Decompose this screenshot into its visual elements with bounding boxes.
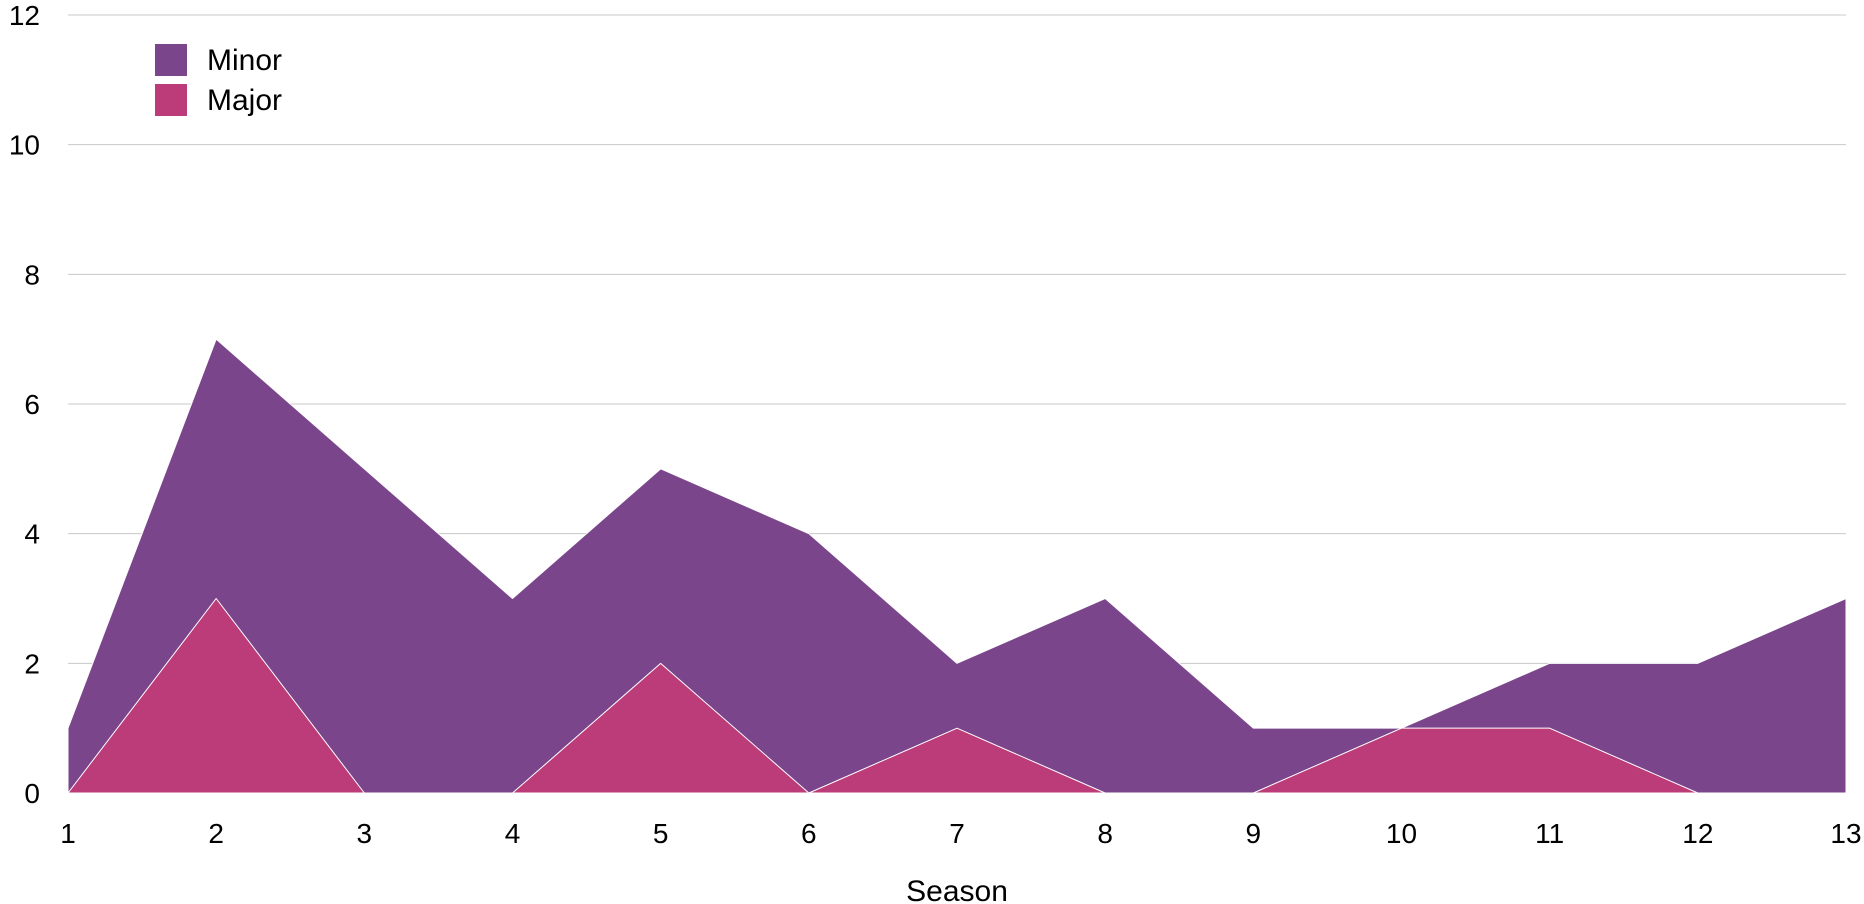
series-areas bbox=[67, 338, 1847, 794]
y-tick-label-0: 0 bbox=[24, 778, 40, 809]
y-tick-label-6: 6 bbox=[24, 389, 40, 420]
y-tick-label-4: 4 bbox=[24, 519, 40, 550]
x-tick-label-2: 2 bbox=[208, 818, 224, 849]
x-axis-ticks: 1 2 3 4 5 6 7 8 9 10 11 12 13 bbox=[60, 818, 1861, 849]
x-tick-label-11: 11 bbox=[1535, 818, 1564, 849]
x-axis-title: Season bbox=[906, 875, 1008, 904]
x-tick-label-12: 12 bbox=[1682, 818, 1713, 849]
legend-swatch-minor bbox=[155, 44, 187, 76]
x-tick-label-1: 1 bbox=[60, 818, 76, 849]
y-tick-label-8: 8 bbox=[24, 259, 40, 290]
y-tick-label-10: 10 bbox=[9, 130, 40, 161]
area-series-minor bbox=[67, 338, 1847, 794]
legend: Minor Major bbox=[155, 44, 282, 117]
x-tick-label-13: 13 bbox=[1830, 818, 1861, 849]
x-tick-label-4: 4 bbox=[505, 818, 521, 849]
x-tick-label-6: 6 bbox=[801, 818, 817, 849]
x-tick-label-10: 10 bbox=[1386, 818, 1417, 849]
y-tick-label-12: 12 bbox=[9, 0, 40, 31]
x-tick-label-9: 9 bbox=[1246, 818, 1262, 849]
x-tick-label-8: 8 bbox=[1097, 818, 1113, 849]
y-axis-ticks: 0 2 4 6 8 10 12 bbox=[9, 0, 40, 809]
legend-label-major: Major bbox=[207, 84, 282, 117]
x-tick-label-5: 5 bbox=[653, 818, 669, 849]
x-tick-label-7: 7 bbox=[949, 818, 965, 849]
legend-label-minor: Minor bbox=[207, 44, 282, 77]
legend-swatch-major bbox=[155, 84, 187, 116]
area-series-major bbox=[67, 598, 1847, 794]
y-tick-label-2: 2 bbox=[24, 648, 40, 679]
x-tick-label-3: 3 bbox=[357, 818, 373, 849]
